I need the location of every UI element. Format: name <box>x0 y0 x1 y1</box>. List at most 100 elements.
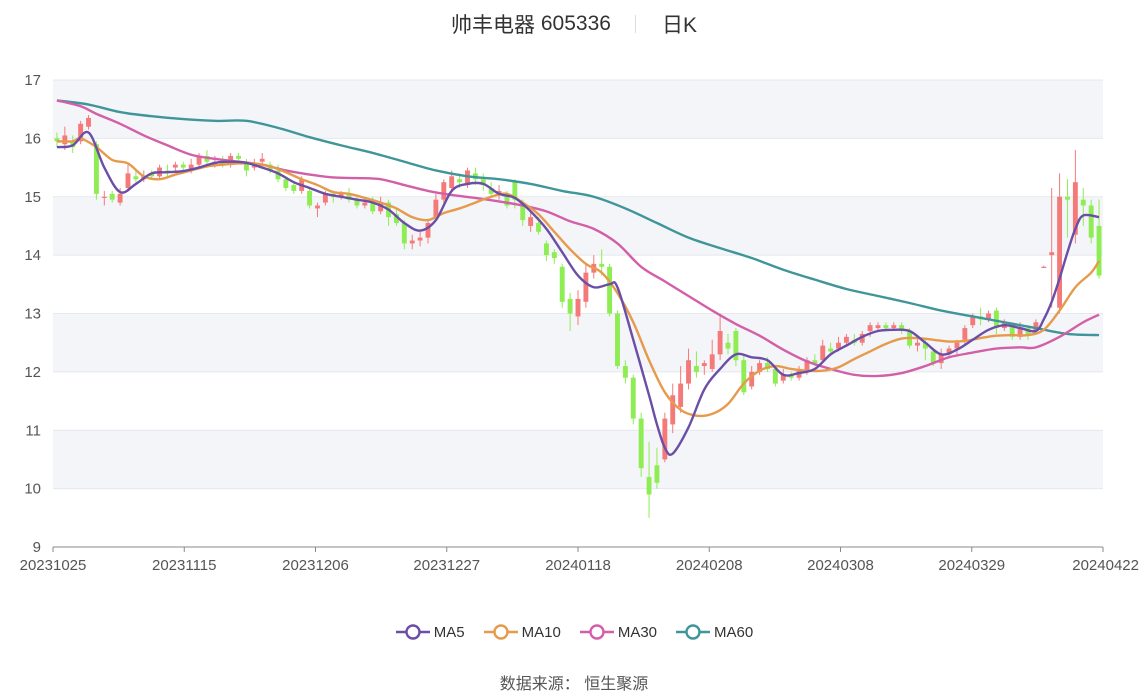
period-label: 日K <box>661 14 697 37</box>
candle-body <box>504 193 510 206</box>
candle-body <box>725 342 731 349</box>
candle-body <box>662 418 668 460</box>
legend-label: MA10 <box>521 623 561 641</box>
x-tick-label: 20240308 <box>807 557 874 574</box>
candle <box>559 263 565 308</box>
candle-body <box>1080 199 1086 206</box>
candle-body <box>220 161 226 165</box>
candle <box>551 249 557 264</box>
candle <box>291 182 297 194</box>
x-tick-label: 20231115 <box>152 557 217 574</box>
candle-body <box>449 176 455 188</box>
candle-body <box>409 240 415 244</box>
legend: MA5 MA10 MA30 MA60 <box>0 618 1148 646</box>
stock-name: 帅丰电器 <box>451 14 536 37</box>
candle-body <box>283 179 289 188</box>
candle-body <box>922 342 928 349</box>
candle-body <box>646 476 652 495</box>
candle-body <box>1009 325 1015 337</box>
candle-body <box>117 193 123 203</box>
candle-body <box>820 345 826 361</box>
candle-body <box>101 196 107 198</box>
candle-body <box>859 333 865 343</box>
plot-band <box>53 80 1103 139</box>
candle-body <box>551 252 557 259</box>
candle-body <box>322 193 328 203</box>
candle <box>725 333 731 355</box>
candle <box>575 290 581 326</box>
candle-body <box>417 237 423 241</box>
candle <box>315 202 320 218</box>
legend-marker-icon <box>579 624 614 640</box>
legend-marker-icon <box>483 624 518 640</box>
candle <box>425 220 431 244</box>
candle <box>962 325 968 346</box>
candle <box>693 351 699 378</box>
candle-body <box>599 263 605 267</box>
candle <box>654 447 660 489</box>
y-axis-labels: 9 10 11 12 13 14 15 16 17 <box>24 72 41 556</box>
candle-body <box>638 418 644 469</box>
moving-average-lines <box>56 99 1101 456</box>
candle-body <box>433 199 439 218</box>
legend-item-ma30[interactable]: MA30 <box>579 623 657 641</box>
candle-body <box>1088 205 1094 238</box>
y-tick-label: 17 <box>24 72 41 89</box>
candle <box>843 333 849 346</box>
candle-body <box>362 202 368 206</box>
candle-body <box>630 377 636 419</box>
candle-body <box>78 123 84 142</box>
y-tick-label: 13 <box>24 306 41 323</box>
x-axis: 20231025 20231115 20231206 20231227 20240118… <box>20 546 1139 574</box>
candle <box>1065 179 1070 238</box>
plot-band <box>53 196 1103 256</box>
y-tick-label: 11 <box>25 422 41 439</box>
legend-item-ma10[interactable]: MA10 <box>483 623 561 641</box>
x-tick-label: 20231227 <box>413 557 480 574</box>
legend-item-ma60[interactable]: MA60 <box>675 623 753 641</box>
candle <box>615 310 620 369</box>
candle <box>180 161 186 171</box>
ma30-line <box>56 99 1100 378</box>
candle-body <box>678 383 684 407</box>
ma60-line <box>56 99 1100 337</box>
candle <box>133 170 139 183</box>
candle-body <box>480 179 486 186</box>
candle-body <box>338 193 344 197</box>
legend-label: MA30 <box>617 623 658 641</box>
candle <box>441 179 447 203</box>
candle <box>1088 199 1094 244</box>
candle <box>709 339 715 372</box>
candle-body <box>559 266 565 302</box>
legend-item-ma5[interactable]: MA5 <box>395 623 465 641</box>
candle <box>1049 187 1055 308</box>
ma5-line <box>56 130 1100 456</box>
candle-body <box>607 266 613 314</box>
x-tick-label: 20240208 <box>676 557 743 574</box>
candle-body <box>970 316 976 326</box>
candle-body <box>259 158 265 162</box>
candle <box>946 345 952 358</box>
legend-marker-icon <box>676 624 711 640</box>
legend-marker-icon <box>395 624 430 640</box>
candle <box>480 173 486 191</box>
candle-body <box>701 363 707 367</box>
candle <box>236 152 241 162</box>
candle-body <box>986 313 991 320</box>
candle-body <box>307 190 313 206</box>
ma10-line <box>56 137 1101 418</box>
source-label: 数据来源： <box>499 676 580 693</box>
candle-body <box>243 161 249 171</box>
candle-body <box>772 368 778 384</box>
candle-body <box>1072 182 1078 235</box>
candle <box>788 371 794 381</box>
candle <box>165 164 170 177</box>
candle-body <box>733 331 739 361</box>
legend-label: MA5 <box>433 623 465 641</box>
candle-body <box>465 170 470 186</box>
candle <box>528 211 534 232</box>
candle <box>915 336 920 352</box>
candle <box>899 322 905 334</box>
candle <box>757 360 763 375</box>
